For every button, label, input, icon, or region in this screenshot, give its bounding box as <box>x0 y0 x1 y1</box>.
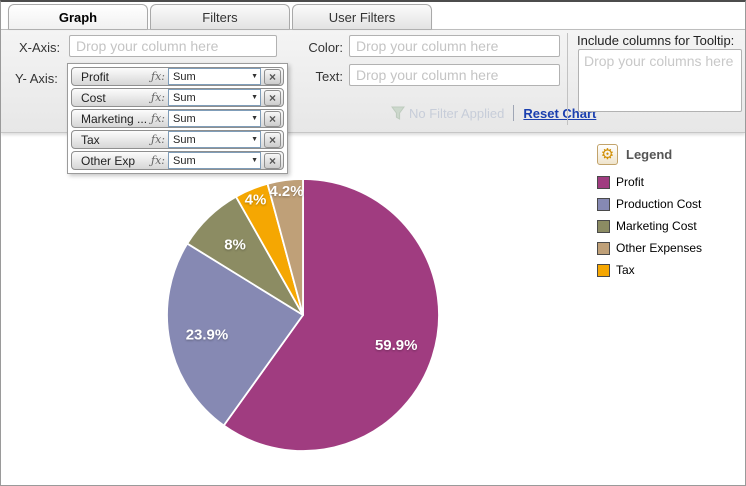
filter-status-row: No Filter Applied Reset Chart <box>391 105 596 121</box>
remove-field-button[interactable]: × <box>264 131 281 148</box>
legend-color-swatch <box>597 175 610 189</box>
x-axis-label: X-Axis: <box>19 40 61 55</box>
field-name: Other Exp <box>81 153 136 168</box>
toolbar-panel: X-Axis: Y- Axis: Profit ƒx: Sum ▼ × <box>1 29 745 174</box>
remove-field-button[interactable]: × <box>264 89 281 106</box>
fx-function-label: ƒx: <box>151 112 165 125</box>
legend-item: Profit <box>597 171 742 193</box>
remove-icon: × <box>268 90 276 105</box>
pie-slice-label: 8% <box>224 236 246 253</box>
y-axis-field[interactable]: Tax ƒx: Sum ▼ × <box>71 130 284 149</box>
y-axis-drop-zone[interactable]: Profit ƒx: Sum ▼ × Cost ƒx: Sum <box>67 63 288 174</box>
pie-slice-label: 4.2% <box>269 183 303 200</box>
tab-label: Filters <box>202 9 238 25</box>
dropdown-arrow-icon: ▼ <box>251 94 258 101</box>
text-drop-zone[interactable] <box>349 64 560 86</box>
legend-label: Production Cost <box>616 197 702 211</box>
color-drop-zone[interactable] <box>349 35 560 57</box>
legend-item: Production Cost <box>597 193 742 215</box>
remove-icon: × <box>268 132 276 147</box>
field-name: Marketing ... <box>81 111 148 126</box>
legend-label: Marketing Cost <box>616 219 697 233</box>
y-axis-label: Y- Axis: <box>15 71 58 86</box>
tooltip-columns-label: Include columns for Tooltip: <box>577 33 735 48</box>
y-axis-field[interactable]: Profit ƒx: Sum ▼ × <box>71 67 284 86</box>
pie-slice-label: 59.9% <box>375 337 418 354</box>
aggregate-select[interactable]: Sum ▼ <box>167 89 261 106</box>
tab[interactable]: Filters <box>150 4 290 29</box>
tab-strip: Graph Filters User Filters <box>8 4 434 29</box>
fx-function-label: ƒx: <box>151 133 165 146</box>
legend-label: Other Expenses <box>616 241 703 255</box>
aggregate-value: Sum <box>172 112 196 125</box>
pie-slice-production-cost[interactable] <box>166 242 304 427</box>
tooltip-columns-drop-zone[interactable] <box>578 49 742 112</box>
chart-area: 59.9% 23.9% 8% 4% 4.2% ⚙ Legend Profit <box>1 134 745 485</box>
status-divider <box>513 105 515 121</box>
field-name: Cost <box>81 90 106 105</box>
legend-item: Other Expenses <box>597 237 742 259</box>
gear-icon: ⚙ <box>600 146 615 163</box>
field-name: Tax <box>81 132 100 147</box>
remove-field-button[interactable]: × <box>264 68 281 85</box>
x-axis-drop-zone[interactable] <box>69 35 277 57</box>
aggregate-value: Sum <box>172 70 196 83</box>
pie-slice-other-expenses[interactable] <box>266 178 304 316</box>
aggregate-select[interactable]: Sum ▼ <box>167 68 261 85</box>
aggregate-value: Sum <box>172 133 196 146</box>
field-name: Profit <box>81 69 110 84</box>
pie-slice-label: 4% <box>245 191 267 208</box>
legend-title: Legend <box>626 147 673 162</box>
remove-field-button[interactable]: × <box>264 152 281 169</box>
y-axis-field[interactable]: Cost ƒx: Sum ▼ × <box>71 88 284 107</box>
tab-label: Graph <box>58 9 98 25</box>
remove-icon: × <box>268 69 276 84</box>
legend-item: Marketing Cost <box>597 215 742 237</box>
aggregate-value: Sum <box>172 154 196 167</box>
legend-color-swatch <box>597 241 610 255</box>
aggregate-select[interactable]: Sum ▼ <box>167 110 261 127</box>
legend-items: Profit Production Cost Marketing Cost <box>597 171 742 281</box>
fx-function-label: ƒx: <box>151 70 165 83</box>
dropdown-arrow-icon: ▼ <box>251 115 258 122</box>
legend: ⚙ Legend Profit Production Cost <box>597 144 742 281</box>
legend-item: Tax <box>597 259 742 281</box>
pie-slice-profit[interactable] <box>222 178 440 452</box>
legend-label: Profit <box>616 175 645 189</box>
dropdown-arrow-icon: ▼ <box>251 73 258 80</box>
no-filter-status: No Filter Applied <box>409 105 505 121</box>
legend-color-swatch <box>597 219 610 233</box>
text-label: Text: <box>315 69 343 84</box>
tab[interactable]: User Filters <box>292 4 432 29</box>
fx-function-label: ƒx: <box>151 154 165 167</box>
dropdown-arrow-icon: ▼ <box>251 157 258 164</box>
tab-label: User Filters <box>328 9 396 25</box>
aggregate-select[interactable]: Sum ▼ <box>167 152 261 169</box>
legend-label: Tax <box>616 263 635 277</box>
legend-color-swatch <box>597 197 610 211</box>
tooltip-section-divider <box>567 33 568 125</box>
remove-field-button[interactable]: × <box>264 110 281 127</box>
legend-header: ⚙ Legend <box>597 144 742 165</box>
tab[interactable]: Graph <box>8 4 148 29</box>
remove-icon: × <box>268 111 276 126</box>
dropdown-arrow-icon: ▼ <box>251 136 258 143</box>
legend-settings-button[interactable]: ⚙ <box>597 144 618 165</box>
remove-icon: × <box>268 153 276 168</box>
aggregate-select[interactable]: Sum ▼ <box>167 131 261 148</box>
pie-slice-label: 23.9% <box>186 326 229 343</box>
color-label: Color: <box>308 40 343 55</box>
y-axis-field[interactable]: Other Exp ƒx: Sum ▼ × <box>71 151 284 170</box>
y-axis-field[interactable]: Marketing ... ƒx: Sum ▼ × <box>71 109 284 128</box>
legend-color-swatch <box>597 263 610 277</box>
fx-function-label: ƒx: <box>151 91 165 104</box>
pie-chart: 59.9% 23.9% 8% 4% 4.2% <box>166 178 440 452</box>
filter-funnel-icon <box>391 106 405 120</box>
aggregate-value: Sum <box>172 91 196 104</box>
